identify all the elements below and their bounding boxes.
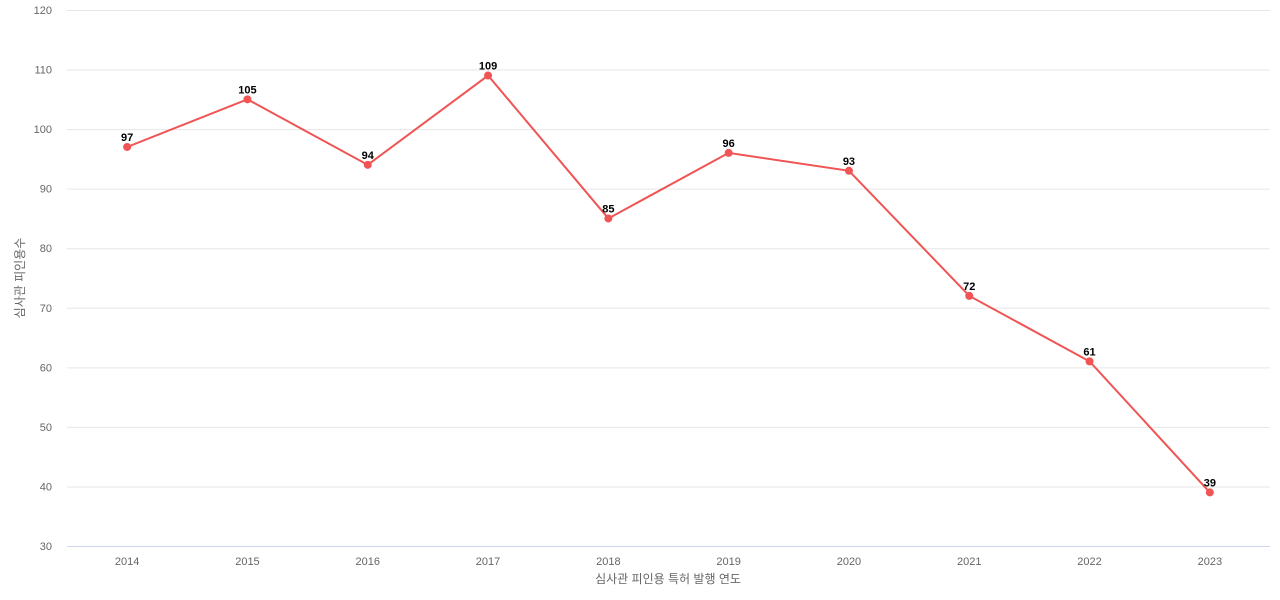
y-tick-label: 80: [40, 243, 52, 255]
x-tick-label: 2014: [115, 556, 139, 568]
y-axis-title: 심사관 피인용수: [13, 238, 27, 319]
x-tick-label: 2019: [716, 556, 740, 568]
data-point: [484, 71, 493, 80]
data-point: [724, 148, 733, 157]
data-label: 85: [602, 203, 614, 215]
data-point: [604, 214, 613, 223]
data-label: 39: [1204, 477, 1216, 489]
y-axis-ticks: 30 40 50 60 70 80 90 100 110 120: [34, 5, 52, 553]
x-tick-label: 2015: [235, 556, 259, 568]
gridlines: [67, 10, 1270, 488]
data-label: 96: [723, 138, 735, 150]
data-point: [363, 160, 372, 169]
x-tick-label: 2018: [596, 556, 620, 568]
data-label: 105: [238, 84, 256, 96]
series-line: [126, 74, 1211, 494]
x-tick-label: 2020: [837, 556, 861, 568]
y-tick-label: 70: [40, 303, 52, 315]
data-label: 109: [479, 61, 497, 73]
data-label: 94: [362, 150, 375, 162]
data-point: [1205, 488, 1214, 497]
data-point: [1085, 357, 1094, 366]
x-axis-ticks: 2014 2015 2016 2017 2018 2019 2020 2021 2022 2023: [115, 556, 1222, 568]
y-tick-label: 40: [40, 481, 52, 493]
data-point: [123, 142, 132, 151]
y-tick-label: 60: [40, 362, 52, 374]
data-label: 97: [121, 132, 133, 144]
x-axis-title: 심사관 피인용 특허 발행 연도: [595, 571, 741, 586]
data-points: [123, 71, 1214, 497]
x-tick-label: 2021: [957, 556, 981, 568]
data-label: 61: [1083, 346, 1095, 358]
data-label: 72: [963, 281, 975, 293]
y-tick-label: 50: [40, 422, 52, 434]
x-tick-label: 2016: [356, 556, 380, 568]
x-tick-label: 2023: [1198, 556, 1222, 568]
data-labels: 97 105 94 109 85 96 93 72 61 39: [121, 61, 1216, 490]
x-tick-label: 2017: [476, 556, 500, 568]
data-point: [243, 95, 252, 104]
data-label: 93: [843, 156, 855, 168]
x-tick-label: 2022: [1077, 556, 1101, 568]
y-tick-label: 120: [34, 5, 52, 17]
y-tick-label: 30: [40, 541, 52, 553]
y-tick-label: 110: [34, 65, 52, 77]
data-point: [844, 166, 853, 175]
y-tick-label: 90: [40, 184, 52, 196]
y-tick-label: 100: [34, 124, 52, 136]
data-point: [965, 291, 974, 300]
